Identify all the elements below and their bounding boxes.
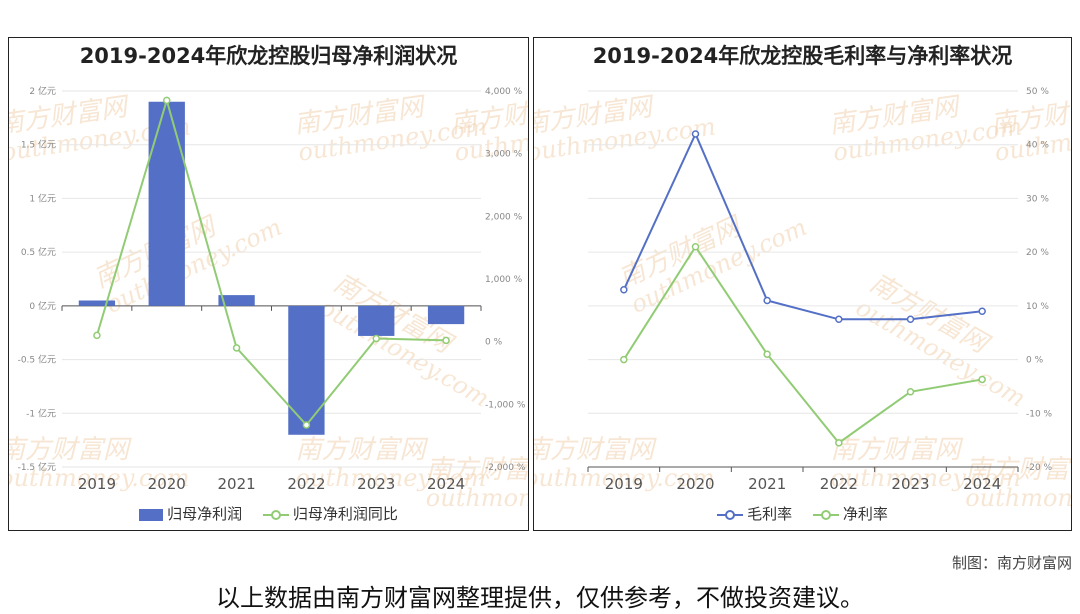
x-category-label: 2021 [217, 475, 255, 493]
x-category-label: 2022 [287, 475, 325, 493]
y-right-tick-label: 20 % [1026, 248, 1049, 258]
right-chart-panel: 南方财富网 outhmoney.com 南方财富网 outhmoney.com 南方财富… [533, 37, 1072, 531]
bar-net-profit [427, 305, 465, 325]
y-right-tick-label: -1,000 % [485, 400, 526, 410]
point-net-margin [691, 243, 700, 251]
point-net-margin [835, 439, 843, 447]
legend-label: 归母净利润 [167, 505, 243, 523]
line-net-profit-yoy [95, 96, 447, 427]
watermark-text: outhmoney.com [830, 464, 1021, 492]
point-net-profit-yoy [302, 421, 311, 429]
point-net-profit-yoy [93, 331, 101, 340]
line-net-margin [622, 244, 983, 445]
x-category-label: 2021 [748, 475, 786, 493]
line-swatch-icon [717, 509, 744, 520]
y-right-tick-label: -2,000 % [485, 463, 526, 473]
point-gross-margin [763, 296, 771, 305]
legend-item-net-profit[interactable]: 归母净利润 [139, 503, 242, 524]
legend-label: 归母净利润同比 [292, 505, 398, 523]
x-category-label: 2020 [676, 475, 714, 493]
y-left-tick-label: 2 亿元 [29, 85, 56, 97]
watermark-text: 南方财富网 [534, 435, 657, 465]
point-net-margin [978, 375, 986, 384]
y-left-tick-label: 1.5 亿元 [21, 139, 56, 151]
watermark-text: outhmoney.com [965, 484, 1072, 512]
x-category-label: 2023 [357, 475, 395, 493]
point-gross-margin [906, 315, 915, 324]
watermark-text: outhmoney.com [296, 464, 487, 492]
point-net-margin [620, 355, 628, 364]
y-left-tick-label: -0.5 亿元 [18, 354, 56, 366]
x-category-label: 2024 [963, 475, 1001, 493]
y-right-tick-label: 1,000 % [485, 275, 523, 285]
point-net-margin [906, 388, 915, 396]
y-right-tick-label: 40 % [1026, 141, 1049, 151]
bar-net-profit [358, 305, 395, 336]
x-category-label: 2022 [820, 475, 858, 493]
point-net-profit-yoy [232, 344, 241, 352]
left-chart-panel: 南方财富网 outhmoney.com 南方财富网 outhmoney.com 南方财富… [8, 37, 529, 531]
bar-net-profit [218, 295, 255, 306]
right-chart-title: 2019-2024年欣龙控股毛利率与净利率状况 [592, 44, 1013, 68]
point-gross-margin [620, 285, 628, 294]
line-gross-margin [622, 131, 983, 321]
y-right-tick-label: 2,000 % [485, 212, 523, 222]
y-left-tick-label: -1.5 亿元 [18, 461, 56, 473]
y-right-tick-label: -20 % [1026, 463, 1053, 473]
watermark-text: 南方财富网 [9, 435, 132, 465]
x-category-label: 2019 [78, 475, 116, 493]
x-category-label: 2024 [427, 475, 465, 493]
point-gross-margin [978, 307, 986, 315]
left-legend: 归母净利润 归母净利润同比 [9, 503, 528, 524]
y-left-tick-label: 1 亿元 [29, 192, 56, 204]
watermark-text: outhmoney.com [426, 484, 529, 512]
y-right-tick-label: 30 % [1026, 194, 1049, 204]
bar-net-profit [148, 101, 185, 306]
disclaimer-text: 以上数据由南方财富网整理提供，仅供参考，不做投资建议。 [216, 584, 864, 612]
y-right-tick-label: 4,000 % [485, 87, 523, 97]
watermark-text: outhmoney.com [534, 464, 715, 492]
point-gross-margin [691, 130, 700, 138]
x-category-label: 2020 [148, 475, 186, 493]
y-right-tick-label: 0 % [1026, 356, 1044, 366]
y-right-tick-label: -10 % [1026, 409, 1053, 419]
bar-net-profit [288, 305, 325, 435]
watermark-text: 南方财富网 [296, 435, 429, 465]
y-left-tick-label: 0.5 亿元 [21, 246, 56, 258]
bar-net-profit [78, 300, 116, 306]
legend-item-net-profit-yoy[interactable]: 归母净利润同比 [262, 503, 398, 524]
legend-label: 毛利率 [747, 505, 793, 523]
right-legend: 毛利率 净利率 [534, 503, 1071, 524]
legend-item-net-margin[interactable]: 净利率 [812, 503, 888, 524]
legend-label: 净利率 [842, 505, 888, 523]
point-net-profit-yoy [163, 96, 171, 105]
y-left-tick-label: 0 亿元 [29, 300, 56, 312]
watermark-text: outhmoney.com [9, 464, 190, 492]
point-net-margin [763, 350, 771, 358]
legend-item-gross-margin[interactable]: 毛利率 [717, 503, 792, 524]
point-net-profit-yoy [372, 334, 380, 343]
line-swatch-icon [812, 509, 839, 520]
left-chart-title: 2019-2024年欣龙控股归母净利润状况 [79, 44, 458, 68]
point-net-profit-yoy [442, 336, 450, 345]
y-right-tick-label: 10 % [1026, 302, 1049, 312]
watermark-text: 南方财富网 [830, 435, 963, 465]
point-gross-margin [835, 315, 843, 324]
x-category-label: 2023 [891, 475, 929, 493]
y-right-tick-label: 3,000 % [485, 150, 523, 160]
y-right-tick-label: 50 % [1026, 87, 1049, 97]
x-category-label: 2019 [605, 475, 643, 493]
y-left-tick-label: -1 亿元 [26, 407, 56, 419]
y-right-tick-label: 0 % [485, 338, 503, 348]
watermark-text: 南方财富网 [426, 455, 529, 485]
chart-credit: 制图：南方财富网 [951, 554, 1072, 572]
line-swatch-icon [262, 509, 289, 520]
bar-swatch-icon [139, 508, 164, 521]
